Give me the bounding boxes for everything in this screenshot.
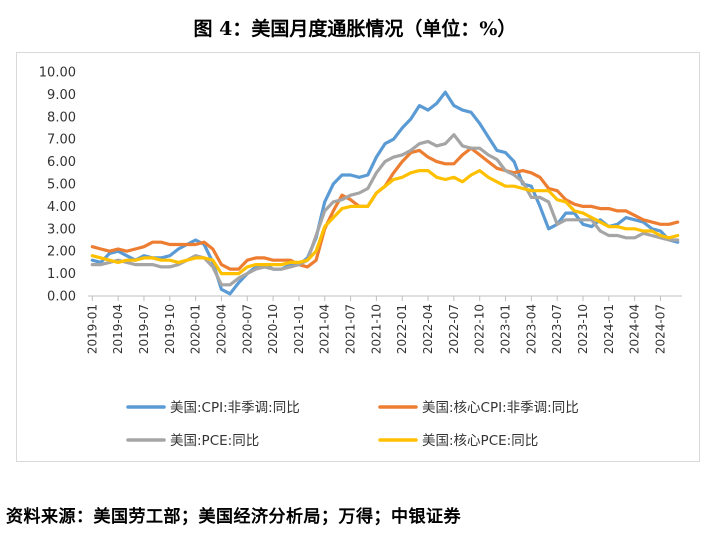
series-line-2 bbox=[90, 146, 680, 271]
source-note: 资料来源：美国劳工部；美国经济分析局；万得；中银证券 bbox=[6, 507, 461, 527]
x-tick-label: 2021-10 bbox=[369, 304, 383, 354]
legend-label-2: 美国:核心CPI:非季调:同比 bbox=[422, 400, 579, 416]
x-tick-label: 2022-10 bbox=[473, 304, 487, 354]
legend-label-3: 美国:PCE:同比 bbox=[170, 433, 259, 449]
x-tick-label: 2019-07 bbox=[137, 304, 151, 354]
x-tick-label: 2024-04 bbox=[628, 304, 642, 354]
y-tick-label: 6.00 bbox=[47, 155, 76, 170]
chart-frame bbox=[16, 52, 700, 462]
x-tick-label: 2023-07 bbox=[550, 304, 564, 354]
x-tick-label: 2023-04 bbox=[524, 304, 538, 354]
x-tick-label: 2022-01 bbox=[395, 304, 409, 354]
y-tick-label: 10.00 bbox=[39, 66, 76, 81]
x-tick-label: 2020-10 bbox=[266, 304, 280, 354]
x-tick-label: 2021-07 bbox=[344, 304, 358, 354]
inflation-line-chart: 0.00 1.00 2.00 3.00 4.00 5.00 6.00 7.00 8.00 9.00… bbox=[39, 66, 682, 449]
x-tick-label: 2020-01 bbox=[189, 304, 203, 354]
y-tick-label: 0.00 bbox=[47, 290, 76, 305]
legend-label-1: 美国:CPI:非季调:同比 bbox=[170, 400, 300, 416]
y-tick-label: 5.00 bbox=[47, 178, 76, 193]
y-tick-label: 4.00 bbox=[47, 200, 76, 215]
x-tick-label: 2019-10 bbox=[163, 304, 177, 354]
x-tick-label: 2023-10 bbox=[576, 304, 590, 354]
x-tick-label: 2024-07 bbox=[653, 304, 667, 354]
x-tick-label: 2021-01 bbox=[292, 304, 306, 354]
x-tick-label: 2019-01 bbox=[85, 304, 99, 354]
x-tick-label: 2019-04 bbox=[111, 304, 125, 354]
x-tick-label: 2024-01 bbox=[602, 304, 616, 354]
chart-series bbox=[90, 90, 680, 296]
chart-title: 图 4：美国月度通胀情况（单位：%） bbox=[193, 18, 517, 40]
x-tick-label: 2023-01 bbox=[499, 304, 513, 354]
x-tick-label: 2022-04 bbox=[421, 304, 435, 354]
legend-label-4: 美国:核心PCE:同比 bbox=[422, 433, 538, 449]
chart-axes: 0.00 1.00 2.00 3.00 4.00 5.00 6.00 7.00 8.00 9.00… bbox=[39, 66, 682, 354]
y-tick-label: 9.00 bbox=[47, 88, 76, 103]
y-tick-label: 1.00 bbox=[47, 267, 76, 282]
series-line-4 bbox=[90, 169, 680, 276]
y-tick-label: 8.00 bbox=[47, 110, 76, 125]
y-tick-label: 7.00 bbox=[47, 133, 76, 148]
x-tick-label: 2022-07 bbox=[447, 304, 461, 354]
y-tick-label: 2.00 bbox=[47, 245, 76, 260]
x-tick-label: 2021-04 bbox=[318, 304, 332, 354]
x-tick-label: 2020-04 bbox=[214, 304, 228, 354]
y-tick-label: 3.00 bbox=[47, 222, 76, 237]
x-tick-label: 2020-07 bbox=[240, 304, 254, 354]
